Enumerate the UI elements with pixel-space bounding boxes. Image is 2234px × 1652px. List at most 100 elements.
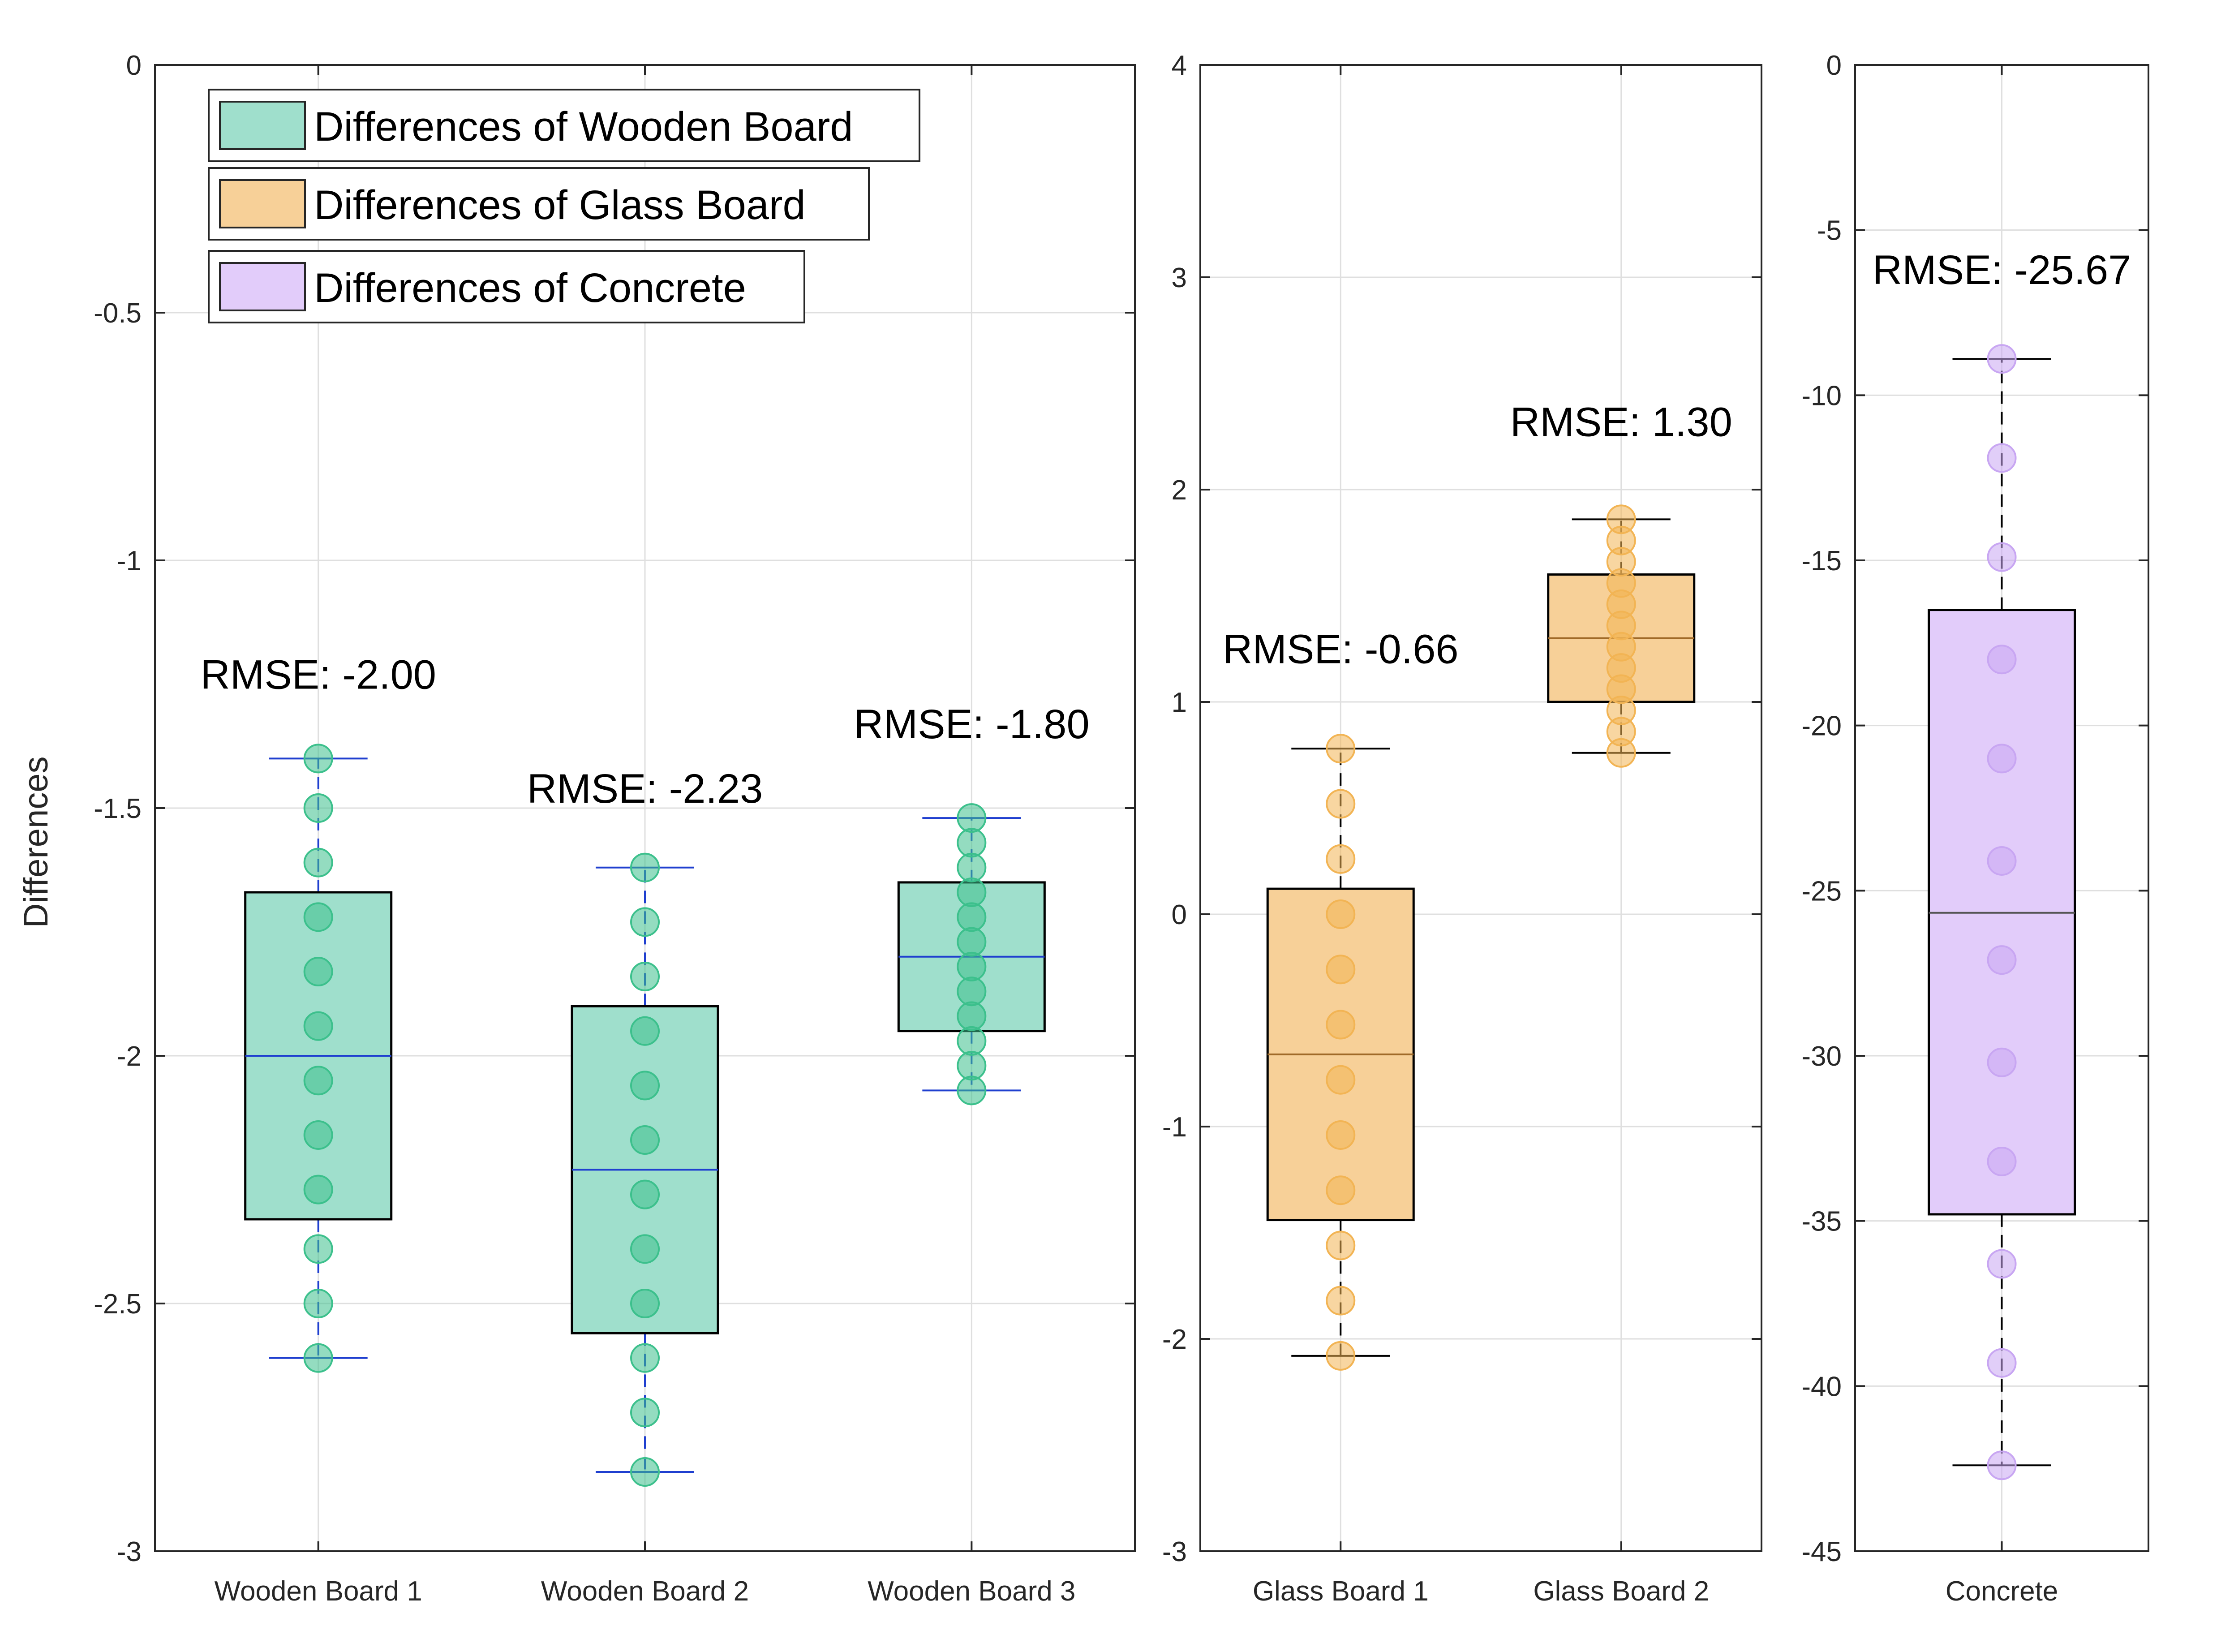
rmse-annotation: RMSE: -2.23 [527,766,763,812]
box-1: RMSE: -0.66 [1223,627,1459,1371]
data-point [1326,1286,1356,1316]
data-point [1987,645,2017,675]
data-point [1987,1450,2017,1480]
y-tick-label: 4 [1172,50,1187,81]
y-tick-label: -35 [1801,1206,1842,1237]
data-point [1987,945,2017,975]
legend-box [208,167,870,241]
data-point [957,951,987,981]
y-axis-label: Differences [17,756,55,928]
y-tick-label: -20 [1801,711,1842,742]
y-tick-label: 2 [1172,475,1187,506]
data-point [303,848,333,878]
x-tick-label: Glass Board 2 [1533,1576,1709,1607]
y-tick-label: -2.5 [94,1289,142,1320]
data-point [1326,1230,1356,1261]
y-tick-label: -0.5 [94,298,142,329]
data-point [630,1398,660,1428]
data-point [303,1120,333,1150]
data-point [957,852,987,882]
data-point [630,1289,660,1318]
data-point [303,1011,333,1041]
data-point [303,1343,333,1373]
y-tick-label: -15 [1801,546,1842,576]
y-tick-label: 1 [1172,687,1187,718]
y-tick-label: -3 [117,1536,142,1567]
y-tick-label: -10 [1801,380,1842,411]
x-tick-label: Glass Board 1 [1253,1576,1429,1607]
legend-swatch [219,262,306,311]
data-point [957,902,987,932]
x-tick-label: Wooden Board 1 [215,1576,422,1607]
data-point [630,907,660,937]
data-point [630,1234,660,1264]
rmse-annotation: RMSE: 1.30 [1510,399,1732,445]
box-1: RMSE: -25.67 [1873,247,2131,1480]
legend-label: Differences of Wooden Board [314,104,853,150]
axes-frame [154,64,1136,1552]
y-tick-label: -2 [1162,1324,1187,1355]
x-tick-label: Wooden Board 3 [868,1576,1075,1607]
data-point [1326,1341,1356,1371]
data-point [630,852,660,882]
data-point [957,977,987,1007]
y-tick-label: -30 [1801,1041,1842,1072]
data-point [957,927,987,957]
panel-2: 4 3 2 1 0 -1 -2 -3 Glass Board 1 Glass Board 2 RMS… [1162,50,1762,1607]
data-point [1326,734,1356,764]
rmse-annotation: RMSE: -1.80 [854,701,1090,747]
y-tick-label: 0 [1826,50,1842,81]
panel-1: 0 -0.5 -1 -1.5 -2 -2.5 -3 Wooden Board 1 Wooden … [94,50,1136,1607]
legend-label: Differences of Glass Board [314,182,806,228]
y-tick-label: -25 [1801,876,1842,907]
data-point [630,1016,660,1046]
rmse-annotation: RMSE: -25.67 [1873,247,2131,293]
data-point [303,744,333,774]
legend: Differences of Wooden Board Differences o… [208,89,920,323]
y-tick-label: -1.5 [94,793,142,824]
y-tick-label: -1 [1162,1112,1187,1143]
data-point [303,1289,333,1318]
data-point [1987,542,2017,572]
axes-frame [1854,64,2149,1552]
data-point [303,793,333,823]
data-point [1987,1249,2017,1279]
x-tick-label: Concrete [1946,1576,2058,1607]
y-tick-label: 0 [126,50,142,81]
y-tick-label: -2 [117,1041,142,1072]
legend-label: Differences of Concrete [314,265,746,311]
data-point [630,1125,660,1155]
box-1: RMSE: -2.00 [200,652,436,1373]
data-point [957,1001,987,1031]
data-point [957,878,987,908]
y-tick-label: -1 [117,546,142,576]
x-tick-label: Wooden Board 2 [541,1576,749,1607]
rmse-annotation: RMSE: -0.66 [1223,627,1459,672]
data-point [957,1076,987,1106]
data-point [303,1066,333,1096]
data-point [1987,344,2017,374]
box-2: RMSE: -2.23 [527,766,763,1487]
legend-entry-1: Differences of Wooden Board [208,89,920,162]
data-point [957,1051,987,1081]
y-tick-label: -40 [1801,1371,1842,1402]
y-tick-label: -3 [1162,1536,1187,1567]
data-point [1987,1348,2017,1378]
panel-3: 0 -5 -10 -15 -20 -25 -30 -35 -40 -45 Concrete RMSE:… [1801,50,2149,1607]
data-point [303,956,333,986]
box-2: RMSE: 1.30 [1510,399,1732,768]
data-point [630,1343,660,1373]
data-point [1987,744,2017,774]
data-point [303,1234,333,1264]
data-point [1987,846,2017,876]
axes-frame [1199,64,1762,1552]
chart-panels: 0 -0.5 -1 -1.5 -2 -2.5 -3 Wooden Board 1 Wooden … [94,50,2149,1607]
data-point [1326,955,1356,985]
data-point [1987,443,2017,473]
y-tick-label: -45 [1801,1536,1842,1567]
data-point [1326,899,1356,929]
legend-entry-3: Differences of Concrete [208,250,805,323]
y-tick-label: -5 [1817,215,1842,246]
data-point [630,962,660,992]
